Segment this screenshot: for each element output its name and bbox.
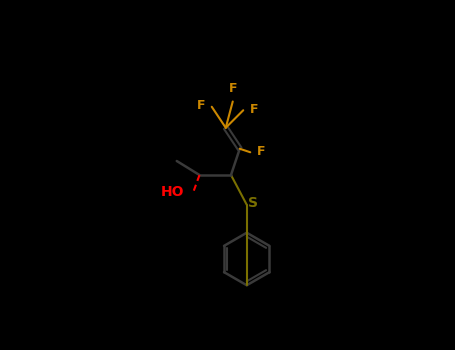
Text: F: F [229, 82, 238, 95]
Text: S: S [248, 196, 258, 210]
Text: F: F [257, 145, 265, 158]
Text: F: F [249, 103, 258, 116]
Text: HO: HO [160, 186, 184, 199]
Text: F: F [197, 99, 206, 112]
